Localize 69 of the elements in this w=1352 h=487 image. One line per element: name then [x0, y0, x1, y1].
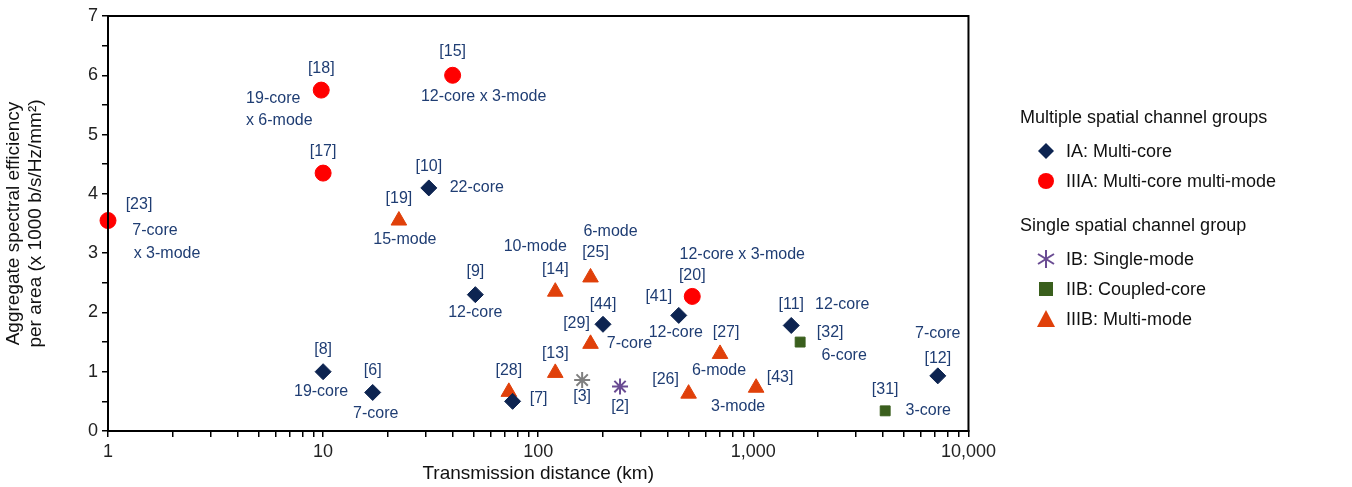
annotation: 19-core: [293, 382, 349, 400]
annotation: [44]: [589, 294, 617, 312]
annotation: [29]: [563, 314, 590, 332]
y-axis-title: Aggregate spectral efficiency per area (x 1000 b/s/Hz/mm²): [1, 99, 46, 348]
y-tick-label: 6: [87, 64, 98, 85]
annotation: 7-core: [132, 220, 178, 238]
annotation: 12-core x 3-mode: [420, 86, 547, 104]
annotation: 7-core: [353, 403, 399, 421]
text: Multiple spatial channel groups: [1020, 106, 1269, 129]
annotation: [18]: [307, 58, 335, 76]
legend-label: IIIA: Multi-core multi-mode: [1066, 170, 1277, 192]
annotation: 10-mode: [503, 237, 567, 255]
annotation: 7-core: [915, 324, 961, 342]
annotation: 6-mode: [583, 221, 638, 239]
annotation: [28]: [495, 361, 523, 379]
annotation: [43]: [766, 368, 794, 386]
annotation: [6]: [363, 360, 382, 378]
annotation: [9]: [466, 262, 485, 280]
annotation: [15]: [439, 41, 466, 59]
annotation: [17]: [309, 141, 337, 159]
text: Single spatial channel group: [1020, 214, 1248, 237]
annotation: 19-core: [246, 88, 301, 106]
annotation: 6-core: [821, 346, 867, 364]
y-tick-label: 0: [87, 419, 98, 440]
annotation: 6-mode: [691, 361, 747, 379]
x-axis-title: Transmission distance (km): [422, 461, 655, 483]
y-tick-label: 1: [87, 360, 98, 381]
annotation: [25]: [582, 242, 609, 260]
x-tick-label: 10: [313, 440, 334, 461]
annotation: [2]: [611, 396, 629, 414]
y-tick-label: 2: [87, 301, 98, 322]
y-tick-label: 3: [87, 242, 98, 263]
annotation: 3-core: [905, 401, 951, 419]
annotation: [8]: [314, 340, 333, 358]
annotation: [20]: [678, 265, 706, 283]
annotation: x 3-mode: [133, 243, 201, 261]
x-tick-label: 10,000: [940, 440, 996, 461]
annotation: [13]: [541, 344, 569, 362]
annotation: [27]: [712, 323, 740, 341]
annotation: 22-core: [449, 178, 505, 196]
annotation: [32]: [816, 323, 844, 341]
legend-label: IIIB: Multi-mode: [1066, 308, 1193, 330]
x-tick-label: 1,000: [730, 440, 776, 461]
annotation: [7]: [529, 388, 548, 406]
legend-label: IB: Single-mode: [1066, 248, 1195, 270]
x-tick-label: 1: [102, 440, 114, 461]
y-tick-label: 4: [87, 182, 98, 203]
annotation: 12-core: [815, 294, 870, 312]
annotation: [10]: [415, 157, 443, 175]
legend-label: IIB: Coupled-core: [1066, 278, 1207, 300]
annotation: [11]: [778, 294, 804, 312]
annotation: x 6-mode: [245, 110, 313, 128]
annotation: 12-core: [448, 303, 503, 321]
x-tick-label: 100: [523, 440, 554, 461]
annotation: 3-mode: [710, 397, 766, 415]
annotation: [3]: [573, 387, 592, 405]
annotation: [12]: [924, 349, 952, 367]
y-tick-label: 7: [87, 4, 98, 25]
annotation: 15-mode: [373, 229, 437, 247]
legend-label: IA: Multi-core: [1066, 140, 1173, 162]
annotation: [31]: [871, 380, 899, 398]
annotation: 12-core: [648, 322, 703, 340]
annotation: 12-core x 3-mode: [679, 244, 806, 262]
annotation: [26]: [652, 370, 679, 388]
y-tick-label: 5: [87, 123, 98, 144]
annotation: [23]: [125, 194, 153, 212]
annotation: [14]: [541, 260, 569, 278]
annotation: [19]: [385, 188, 413, 206]
annotation: [41]: [645, 286, 673, 304]
